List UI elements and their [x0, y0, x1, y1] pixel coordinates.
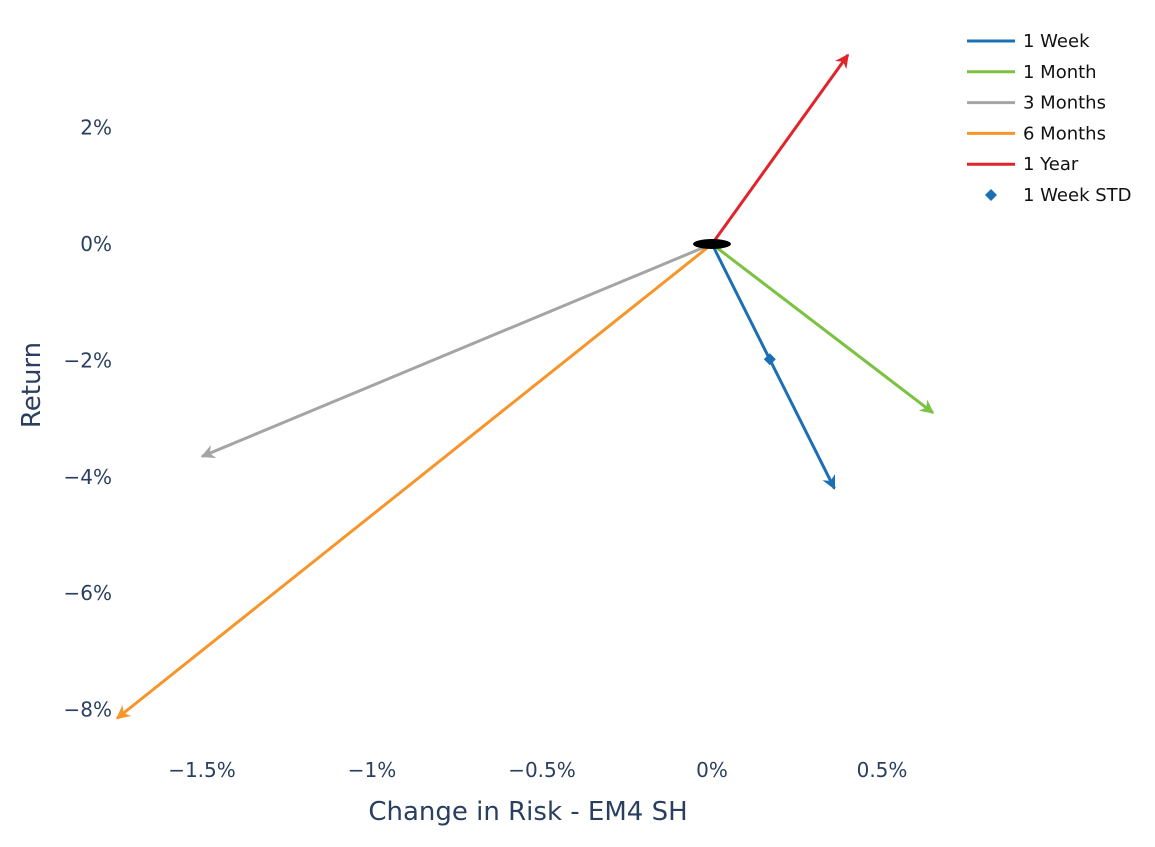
y-tick-label: −2% — [64, 348, 113, 372]
legend-item: 3 Months — [967, 93, 1106, 114]
legend-label: 1 Week STD — [1023, 185, 1132, 206]
legend-item: 1 Week STD — [985, 185, 1132, 206]
legend-label: 1 Week — [1023, 31, 1090, 52]
legend-item: 1 Week — [967, 31, 1090, 52]
legend-item: 6 Months — [967, 123, 1106, 144]
y-axis-title: Return — [17, 342, 47, 428]
series-line-1-week — [710, 243, 836, 490]
marker-layer — [763, 353, 776, 366]
origin-layer — [693, 239, 731, 249]
x-tick-label: −1% — [348, 758, 397, 782]
y-tick-label: −8% — [64, 698, 113, 722]
x-tick-label: −1.5% — [168, 758, 236, 782]
x-tick-label: −0.5% — [508, 758, 576, 782]
x-axis-title: Change in Risk - EM4 SH — [368, 797, 687, 827]
series-line-1-year — [710, 53, 850, 245]
legend-label: 3 Months — [1023, 93, 1106, 114]
series-line-1-month — [711, 242, 935, 414]
x-axis-ticks: −1.5% −1% −0.5% 0% 0.5% — [168, 758, 907, 782]
legend-label: 1 Year — [1023, 154, 1079, 175]
legend-label: 6 Months — [1023, 123, 1106, 144]
x-tick-label: 0% — [696, 758, 728, 782]
y-tick-label: 2% — [80, 116, 112, 140]
x-tick-label: 0.5% — [857, 758, 908, 782]
legend-label: 1 Month — [1023, 62, 1097, 83]
y-tick-label: 0% — [80, 232, 112, 256]
y-tick-label: −4% — [64, 465, 113, 489]
legend-item: 1 Year — [967, 154, 1079, 175]
series-line-6-months — [115, 242, 713, 720]
legend-item: 1 Month — [967, 62, 1097, 83]
legend: 1 Week 1 Month 3 Months 6 Months 1 Year 1 Wee… — [967, 31, 1132, 206]
series-layer — [115, 53, 935, 720]
legend-swatch — [985, 189, 997, 201]
y-tick-label: −6% — [64, 581, 113, 605]
origin-point — [693, 239, 731, 249]
y-axis-ticks: 2% 0% −2% −4% −6% −8% — [64, 116, 113, 722]
series-line-3-months — [200, 242, 713, 459]
marker-1-week-std — [763, 353, 776, 366]
